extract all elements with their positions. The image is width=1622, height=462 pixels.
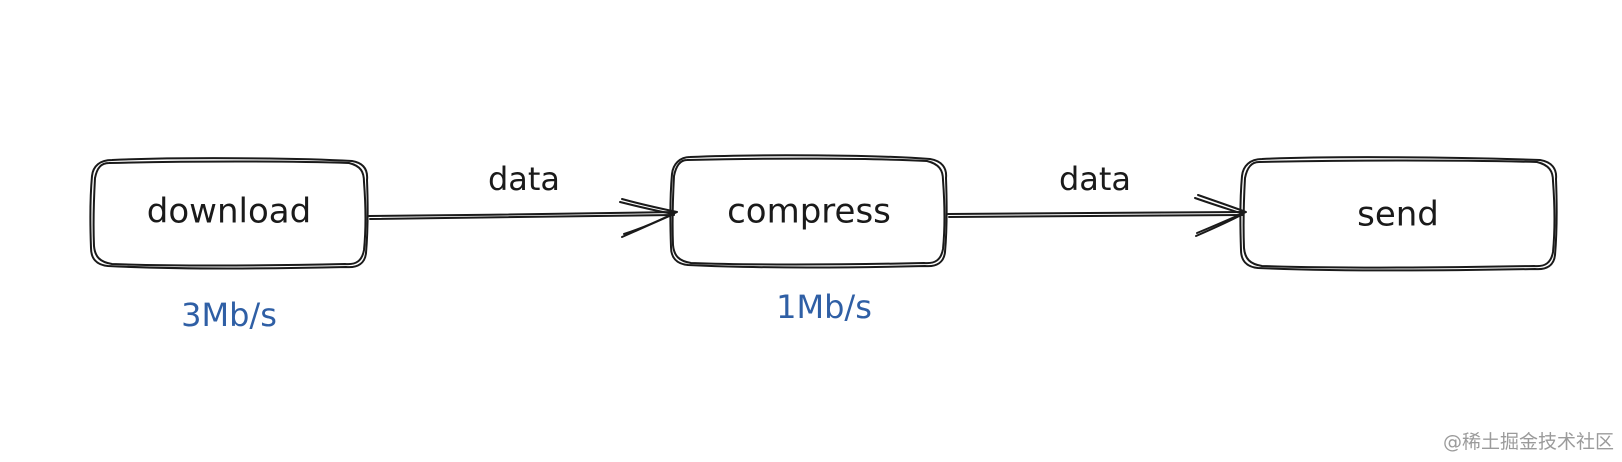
watermark: @稀土掘金技术社区 xyxy=(1442,431,1614,453)
edge-download-compress: data xyxy=(368,160,678,238)
node-download-label: download xyxy=(147,192,311,232)
node-download: download xyxy=(89,157,369,270)
edge-line xyxy=(947,211,1246,215)
node-send: send xyxy=(1239,156,1558,272)
rate-download: 3Mb/s xyxy=(181,296,277,334)
node-compress-label: compress xyxy=(727,192,891,232)
node-compress: compress xyxy=(669,154,948,269)
edge-compress-send: data xyxy=(947,160,1247,237)
edge-download-compress-label: data xyxy=(488,160,560,198)
arrow-head-icon xyxy=(1196,194,1247,234)
node-send-label: send xyxy=(1357,195,1439,235)
rate-compress: 1Mb/s xyxy=(776,288,872,326)
edge-line xyxy=(368,211,677,217)
edge-compress-send-label: data xyxy=(1059,160,1131,198)
